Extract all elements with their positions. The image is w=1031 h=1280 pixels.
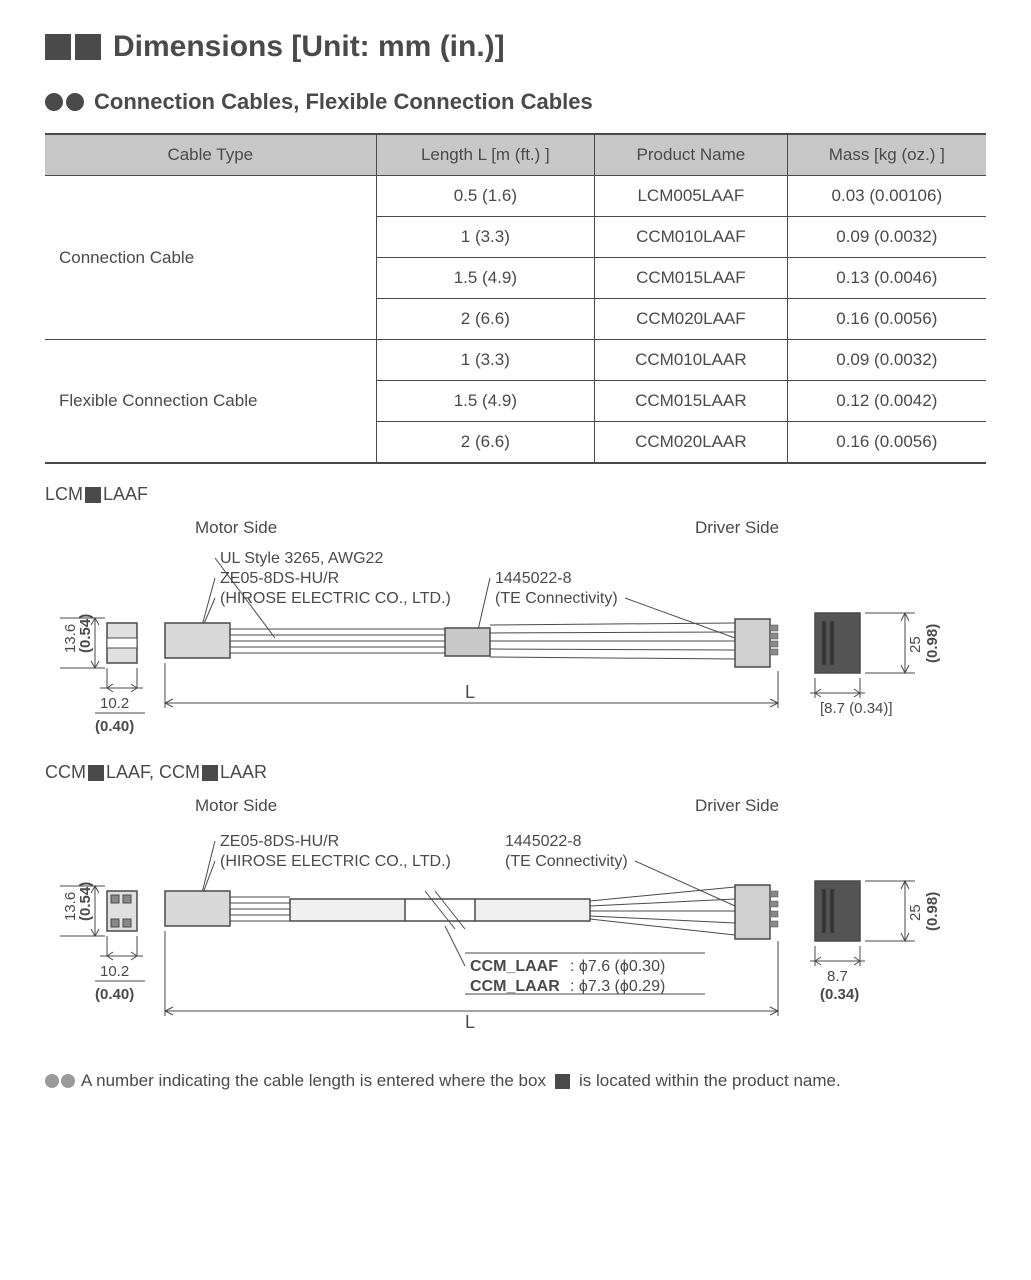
cell-cable-type: Connection Cable	[45, 176, 376, 340]
d2-prefix1: CCM	[45, 762, 86, 783]
d1-L: L	[465, 682, 475, 702]
cell-mass: 0.16 (0.0056)	[787, 422, 986, 464]
cable-table: Cable Type Length L [m (ft.) ] Product N…	[45, 133, 986, 464]
cell-mass: 0.16 (0.0056)	[787, 299, 986, 340]
d1-w2: [8.7 (0.34)]	[820, 700, 893, 717]
cell-product: CCM020LAAR	[595, 422, 788, 464]
th-mass: Mass [kg (oz.) ]	[787, 134, 986, 176]
d2-dia-val1: : ϕ7.6 (ϕ0.30)	[570, 958, 665, 975]
placeholder-square-icon	[555, 1074, 570, 1089]
th-length: Length L [m (ft.) ]	[376, 134, 595, 176]
d2-L: L	[465, 1012, 475, 1032]
cell-mass: 0.09 (0.0032)	[787, 217, 986, 258]
d2-motor-side: Motor Side	[195, 796, 277, 815]
d2-suffix2: LAAR	[220, 762, 267, 783]
d2-motor-mfr: (HIROSE ELECTRIC CO., LTD.)	[220, 853, 451, 870]
cell-length: 1 (3.3)	[376, 340, 595, 381]
d1-prefix: LCM	[45, 484, 83, 505]
d2-w1: 10.2	[100, 963, 129, 980]
d1-h1-in: (0.54)	[77, 614, 94, 653]
main-title: Dimensions [Unit: mm (in.)]	[113, 30, 505, 64]
square-bullet-icon	[45, 34, 71, 60]
circle-bullet-icon	[45, 1074, 59, 1088]
d2-h1-in: (0.54)	[77, 882, 94, 921]
d1-wire-spec: UL Style 3265, AWG22	[220, 550, 383, 567]
d1-w1: 10.2	[100, 695, 129, 712]
diagram1-label: LCM LAAF	[45, 484, 986, 505]
d1-motor-mfr: (HIROSE ELECTRIC CO., LTD.)	[220, 590, 451, 607]
circle-bullets	[45, 93, 84, 111]
cell-product: CCM010LAAR	[595, 340, 788, 381]
cell-length: 0.5 (1.6)	[376, 176, 595, 217]
footnote-text-before: A number indicating the cable length is …	[81, 1071, 546, 1091]
d2-driver-conn: 1445022-8	[505, 833, 582, 850]
d2-driver-side: Driver Side	[695, 796, 779, 815]
circle-bullet-icon	[45, 93, 63, 111]
diagram2: Motor Side Driver Side ZE05-8DS-HU/R (HI…	[45, 791, 986, 1056]
th-product: Product Name	[595, 134, 788, 176]
cell-product: CCM015LAAR	[595, 381, 788, 422]
d2-dia-val2: : ϕ7.3 (ϕ0.29)	[570, 978, 665, 995]
circle-bullet-icon	[61, 1074, 75, 1088]
footnote-text-after: is located within the product name.	[579, 1071, 841, 1091]
d1-h2-in: (0.98)	[924, 624, 941, 663]
sub-title: Connection Cables, Flexible Connection C…	[94, 89, 593, 115]
d2-w2a: 8.7	[827, 968, 848, 985]
footnote: A number indicating the cable length is …	[45, 1071, 986, 1091]
main-heading: Dimensions [Unit: mm (in.)]	[45, 30, 986, 64]
cell-mass: 0.13 (0.0046)	[787, 258, 986, 299]
table-row: Flexible Connection Cable1 (3.3)CCM010LA…	[45, 340, 986, 381]
d2-motor-conn: ZE05-8DS-HU/R	[220, 833, 339, 850]
cell-cable-type: Flexible Connection Cable	[45, 340, 376, 464]
cell-mass: 0.09 (0.0032)	[787, 340, 986, 381]
th-cable-type: Cable Type	[45, 134, 376, 176]
cell-mass: 0.12 (0.0042)	[787, 381, 986, 422]
circle-bullet-icon	[66, 93, 84, 111]
d2-w2b: (0.34)	[820, 986, 859, 1003]
d2-w1-in: (0.40)	[95, 986, 134, 1003]
cell-product: CCM010LAAF	[595, 217, 788, 258]
d1-suffix: LAAF	[103, 484, 148, 505]
d2-dia-lbl2: CCM_LAAR	[470, 978, 560, 995]
table-row: Connection Cable0.5 (1.6)LCM005LAAF0.03 …	[45, 176, 986, 217]
square-bullet-icon	[75, 34, 101, 60]
cell-length: 1.5 (4.9)	[376, 381, 595, 422]
d2-h2-in: (0.98)	[924, 892, 941, 931]
d1-w1-in: (0.40)	[95, 718, 134, 735]
diagram1: Motor Side Driver Side UL Style 3265, AW…	[45, 513, 986, 748]
table-header-row: Cable Type Length L [m (ft.) ] Product N…	[45, 134, 986, 176]
cell-length: 1.5 (4.9)	[376, 258, 595, 299]
d1-driver-side: Driver Side	[695, 518, 779, 537]
d2-driver-mfr: (TE Connectivity)	[505, 853, 628, 870]
d1-motor-conn: ZE05-8DS-HU/R	[220, 570, 339, 587]
sub-heading: Connection Cables, Flexible Connection C…	[45, 89, 986, 115]
cell-product: CCM015LAAF	[595, 258, 788, 299]
d1-driver-conn: 1445022-8	[495, 570, 572, 587]
d1-h2: 25	[907, 636, 924, 653]
placeholder-square-icon	[85, 487, 101, 503]
footnote-bullets	[45, 1074, 75, 1088]
cell-length: 2 (6.6)	[376, 299, 595, 340]
cell-mass: 0.03 (0.00106)	[787, 176, 986, 217]
cell-length: 2 (6.6)	[376, 422, 595, 464]
d1-motor-side: Motor Side	[195, 518, 277, 537]
placeholder-square-icon	[202, 765, 218, 781]
d2-h2: 25	[907, 904, 924, 921]
cell-length: 1 (3.3)	[376, 217, 595, 258]
diagram2-label: CCM LAAF, CCM LAAR	[45, 762, 986, 783]
d2-suffix1: LAAF, CCM	[106, 762, 200, 783]
d2-dia-lbl1: CCM_LAAF	[470, 958, 558, 975]
cell-product: CCM020LAAF	[595, 299, 788, 340]
d1-driver-mfr: (TE Connectivity)	[495, 590, 618, 607]
placeholder-square-icon	[88, 765, 104, 781]
cell-product: LCM005LAAF	[595, 176, 788, 217]
square-bullets	[45, 34, 101, 60]
